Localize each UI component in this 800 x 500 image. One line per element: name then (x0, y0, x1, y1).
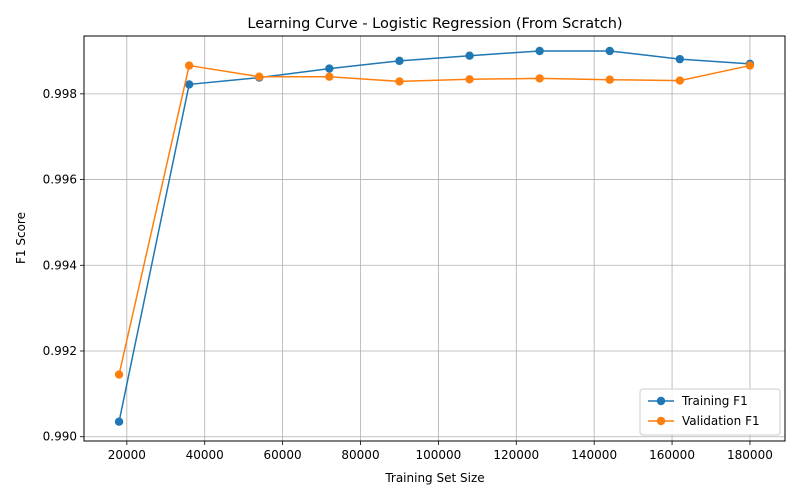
training-f1-point (465, 52, 473, 60)
training-f1-point (395, 57, 403, 65)
x-tick-label: 180000 (727, 448, 773, 462)
plot-frame (84, 36, 785, 441)
legend-swatch-marker (657, 397, 665, 405)
validation-f1-point (395, 77, 403, 85)
y-tick-label: 0.990 (43, 430, 77, 444)
validation-f1-point (115, 370, 123, 378)
validation-f1-point (535, 74, 543, 82)
x-tick-label: 120000 (493, 448, 539, 462)
training-f1-point (115, 418, 123, 426)
training-f1-point (676, 55, 684, 63)
series-layer (115, 47, 754, 426)
y-axis-label: F1 Score (14, 212, 28, 264)
y-tick-label: 0.998 (43, 87, 77, 101)
y-tick-label: 0.996 (43, 173, 77, 187)
y-tick-label: 0.992 (43, 344, 77, 358)
validation-f1-point (676, 76, 684, 84)
legend-label: Validation F1 (682, 414, 760, 428)
validation-f1-point (185, 61, 193, 69)
x-tick-label: 20000 (108, 448, 146, 462)
legend-label: Training F1 (681, 394, 748, 408)
x-tick-label: 40000 (186, 448, 224, 462)
legend: Training F1 Validation F1 (640, 389, 780, 435)
x-tick-label: 160000 (649, 448, 695, 462)
x-axis-label: Training Set Size (384, 471, 484, 485)
training-f1-line (119, 51, 750, 422)
x-tick-label: 80000 (341, 448, 379, 462)
training-f1-point (606, 47, 614, 55)
chart-title: Learning Curve - Logistic Regression (Fr… (247, 16, 622, 32)
validation-f1-line (119, 66, 750, 375)
x-tick-label: 60000 (264, 448, 302, 462)
x-tick-label: 100000 (415, 448, 461, 462)
training-f1-point (325, 64, 333, 72)
validation-f1-point (325, 73, 333, 81)
legend-swatch-marker (657, 417, 665, 425)
grid (84, 36, 785, 441)
validation-f1-point (255, 73, 263, 81)
y-tick-label: 0.994 (43, 258, 77, 272)
training-f1-point (535, 47, 543, 55)
x-tick-label: 140000 (571, 448, 617, 462)
validation-f1-point (606, 76, 614, 84)
validation-f1-point (746, 61, 754, 69)
validation-f1-point (465, 75, 473, 83)
